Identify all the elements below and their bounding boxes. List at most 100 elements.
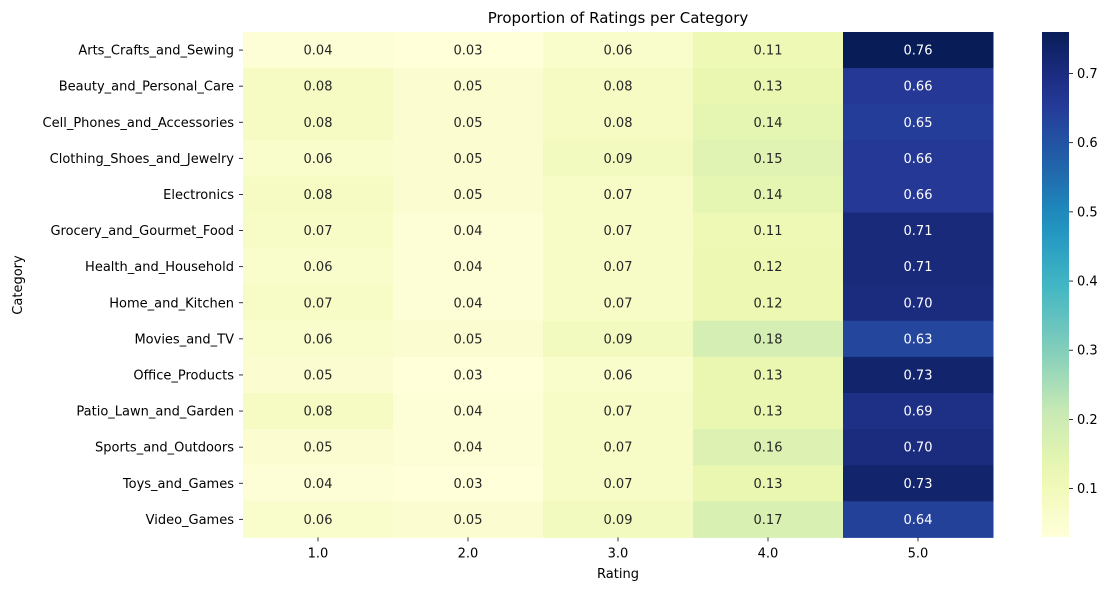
cell-value-label: 0.08 <box>604 80 633 95</box>
cell-value-label: 0.66 <box>904 80 933 95</box>
cell-value-label: 0.05 <box>454 152 483 167</box>
heatmap-cell <box>693 429 844 466</box>
heatmap-cell <box>243 501 394 538</box>
cell-value-label: 0.07 <box>604 260 633 275</box>
heatmap-cell <box>843 429 994 466</box>
cell-value-label: 0.06 <box>604 368 633 383</box>
heatmap-cell <box>393 32 544 69</box>
heatmap-cell <box>693 32 844 69</box>
cell-value-label: 0.07 <box>604 477 633 492</box>
cell-value-label: 0.04 <box>454 405 483 420</box>
heatmap-cell <box>693 140 844 177</box>
heatmap-cell <box>243 32 394 69</box>
heatmap-cell <box>693 320 844 358</box>
cell-value-label: 0.09 <box>604 152 633 167</box>
cell-value-label: 0.03 <box>454 368 483 383</box>
colorbar-gradient <box>1042 32 1069 537</box>
colorbar-tick-label: 0.6 <box>1077 136 1098 151</box>
cell-value-label: 0.08 <box>304 188 333 203</box>
cell-value-label: 0.16 <box>754 441 783 456</box>
heatmap-cell <box>543 68 694 105</box>
cell-value-label: 0.07 <box>604 296 633 311</box>
cell-value-label: 0.17 <box>754 513 783 528</box>
heatmap-cell <box>543 356 694 394</box>
cell-value-label: 0.12 <box>754 260 783 275</box>
y-tick-label: Patio_Lawn_and_Garden <box>76 405 234 420</box>
cell-value-label: 0.65 <box>904 116 933 131</box>
y-tick-label: Office_Products <box>133 368 234 383</box>
heatmap-cell <box>243 429 394 466</box>
heatmap-cell <box>243 356 394 394</box>
cell-value-label: 0.12 <box>754 296 783 311</box>
heatmap-cell <box>843 32 994 69</box>
heatmap-cell <box>543 320 694 358</box>
cell-value-label: 0.11 <box>754 224 783 239</box>
colorbar-tick-label: 0.5 <box>1077 205 1098 220</box>
heatmap-cell <box>243 140 394 177</box>
y-tick-label: Beauty_and_Personal_Care <box>59 80 234 95</box>
heatmap-cell <box>693 356 844 394</box>
colorbar: 0.1 0.2 0.3 0.4 0.5 0.6 0.7 <box>1042 32 1098 537</box>
y-tick-label: Home_and_Kitchen <box>109 296 234 311</box>
heatmap-cell <box>393 320 544 358</box>
y-tick-label: Electronics <box>163 188 234 203</box>
cell-value-label: 0.13 <box>754 368 783 383</box>
cell-value-label: 0.06 <box>304 152 333 167</box>
colorbar-tick-label: 0.4 <box>1077 275 1098 290</box>
cell-value-label: 0.09 <box>604 332 633 347</box>
cell-value-label: 0.04 <box>454 224 483 239</box>
heatmap-cell <box>843 248 994 286</box>
heatmap-cell <box>393 212 544 250</box>
cell-value-label: 0.07 <box>304 224 333 239</box>
y-tick-label: Grocery_and_Gourmet_Food <box>50 224 234 239</box>
heatmap-cell <box>393 248 544 286</box>
cell-value-label: 0.11 <box>754 44 783 59</box>
heatmap-cell <box>393 393 544 430</box>
heatmap-cell <box>693 212 844 250</box>
cell-value-label: 0.04 <box>454 441 483 456</box>
heatmap-cell <box>543 140 694 177</box>
cell-value-label: 0.06 <box>604 44 633 59</box>
cell-value-label: 0.71 <box>904 224 933 239</box>
cell-value-label: 0.04 <box>454 296 483 311</box>
y-tick-label: Sports_and_Outdoors <box>95 441 234 456</box>
cell-value-label: 0.07 <box>604 188 633 203</box>
cell-value-label: 0.07 <box>604 405 633 420</box>
heatmap-cell <box>543 176 694 213</box>
heatmap-cell <box>543 248 694 286</box>
cell-value-label: 0.13 <box>754 477 783 492</box>
colorbar-tick-label: 0.1 <box>1077 482 1098 497</box>
cell-value-label: 0.64 <box>904 513 933 528</box>
heatmap-cell <box>243 248 394 286</box>
cell-value-label: 0.15 <box>754 152 783 167</box>
cell-value-label: 0.13 <box>754 80 783 95</box>
heatmap-cell <box>393 284 544 322</box>
heatmap-cells: 0.04 0.03 0.06 0.11 0.76 0.08 0.05 0.08 0.13 0.66… <box>243 32 994 538</box>
cell-value-label: 0.05 <box>454 80 483 95</box>
heatmap-cell <box>393 501 544 538</box>
cell-value-label: 0.05 <box>304 368 333 383</box>
heatmap-cell <box>843 176 994 213</box>
heatmap-cell <box>693 501 844 538</box>
heatmap-cell <box>693 68 844 105</box>
heatmap-cell <box>393 68 544 105</box>
heatmap-cell <box>393 465 544 502</box>
y-axis-ticks: Arts_Crafts_and_Sewing Beauty_and_Persona… <box>43 44 243 528</box>
y-tick-label: Video_Games <box>146 513 235 528</box>
heatmap-cell <box>393 104 544 141</box>
x-axis-label: Rating <box>597 567 639 582</box>
x-tick-label: 1.0 <box>308 546 329 561</box>
heatmap-cell <box>243 104 394 141</box>
heatmap-cell <box>693 284 844 322</box>
heatmap-cell <box>843 393 994 430</box>
heatmap-cell <box>693 176 844 213</box>
heatmap-cell <box>243 176 394 213</box>
cell-value-label: 0.03 <box>454 44 483 59</box>
cell-value-label: 0.05 <box>304 441 333 456</box>
y-tick-label: Cell_Phones_and_Accessories <box>43 116 235 131</box>
heatmap-cell <box>543 104 694 141</box>
y-tick-label: Arts_Crafts_and_Sewing <box>78 44 234 59</box>
cell-value-label: 0.06 <box>304 332 333 347</box>
heatmap-cell <box>843 140 994 177</box>
cell-value-label: 0.05 <box>454 332 483 347</box>
